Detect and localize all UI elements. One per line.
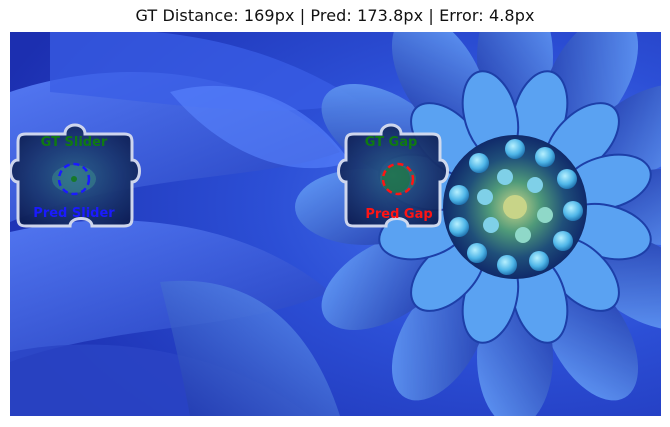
captcha-image: GT Slider Pred Slider GT Gap Pred Gap: [10, 32, 661, 416]
gt-slider-label: GT Slider: [40, 135, 108, 150]
gt-slider-marker: [71, 176, 77, 182]
pred-slider-label: Pred Slider: [33, 206, 115, 221]
pred-slider-circle: [57, 162, 91, 196]
gt-gap-label: GT Gap: [364, 135, 418, 150]
figure-title: GT Distance: 169px | Pred: 173.8px | Err…: [135, 6, 535, 25]
flower-background: [10, 32, 661, 416]
pred-gap-circle: [381, 162, 415, 196]
pred-gap-label: Pred Gap: [365, 207, 433, 222]
gap-piece-icon: [337, 123, 449, 228]
gt-gap-marker: [382, 165, 410, 193]
